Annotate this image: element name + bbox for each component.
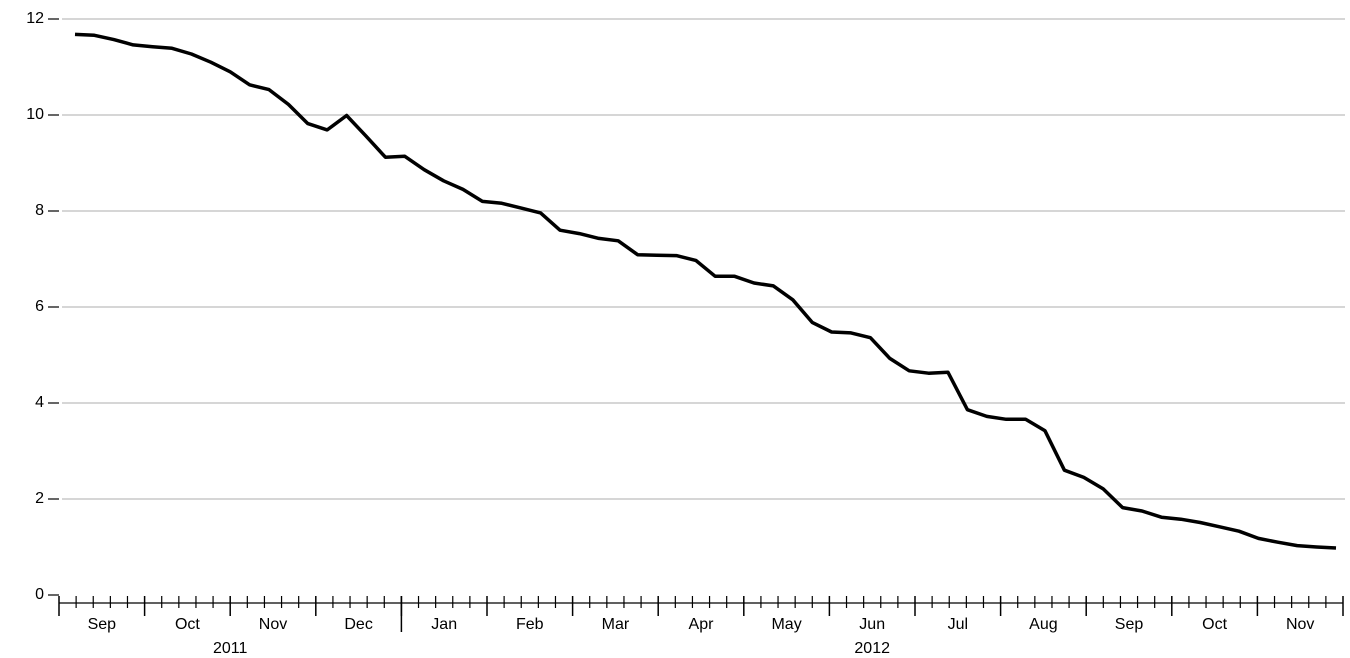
x-tick-label: May (771, 616, 801, 633)
y-tick-label: 12 (26, 10, 44, 27)
x-tick-label: Nov (1286, 616, 1314, 633)
x-tick-label: Jul (948, 616, 968, 633)
data-line (74, 32, 1337, 550)
x-tick-label: Nov (259, 616, 287, 633)
x-tick-label: Jun (859, 616, 885, 633)
x-tick-label: Mar (602, 616, 630, 633)
x-tick-label: Oct (175, 616, 200, 633)
x-tick-label: Apr (689, 616, 715, 633)
x-tick-label: Jan (431, 616, 457, 633)
x-tick-label: Oct (1202, 616, 1227, 633)
year-label: 2011 (213, 640, 248, 657)
y-tick-label: 0 (35, 586, 44, 603)
y-tick-label: 8 (35, 202, 44, 219)
x-tick-label: Dec (344, 616, 372, 633)
x-tick-label: Feb (516, 616, 544, 633)
y-tick-label: 4 (35, 394, 44, 411)
year-label: 2012 (854, 640, 890, 657)
x-tick-label: Sep (1115, 616, 1144, 633)
y-tick-label: 2 (35, 490, 44, 507)
y-tick-label: 10 (26, 106, 44, 123)
y-tick-label: 6 (35, 298, 44, 315)
x-tick-label: Aug (1029, 616, 1057, 633)
x-tick-label: Sep (88, 616, 117, 633)
